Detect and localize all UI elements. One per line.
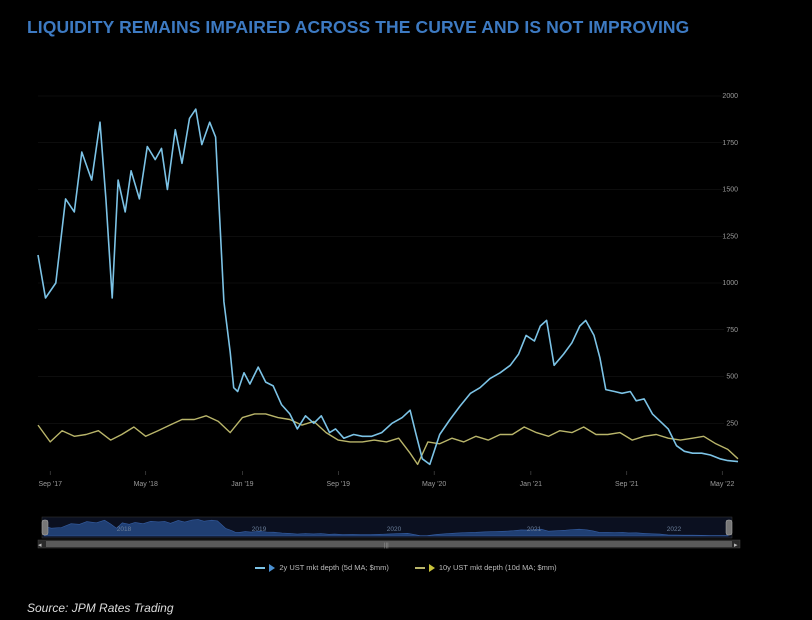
x-tick-label: Sep '17: [38, 481, 62, 488]
x-tick-label: Jan '21: [520, 481, 542, 488]
navigator-label: 2018: [117, 526, 132, 533]
x-tick-label: Jan '19: [231, 481, 253, 488]
navigator-handle-right[interactable]: [725, 519, 733, 536]
line-chart[interactable]: 250 500 750 1000 1250 1500 1750 2000 Sep '17 May…: [34, 88, 750, 556]
y-tick-label: 2000: [722, 93, 738, 100]
legend-item-10y[interactable]: 10y UST mkt depth (10d MA; $mm): [414, 563, 557, 572]
navigator-series: [43, 519, 729, 537]
x-tick-label: Sep '21: [615, 481, 639, 488]
legend: 2y UST mkt depth (5d MA; $mm) 10y UST mk…: [0, 563, 812, 572]
y-axis: 250 500 750 1000 1250 1500 1750 2000: [722, 93, 738, 427]
x-tick-label: May '20: [422, 481, 446, 488]
scrollbar-thumb[interactable]: [46, 541, 732, 547]
gridlines: [38, 95, 724, 424]
range-navigator[interactable]: 2018 2019 2020 2021 2022 ◂ ▸ |||: [37, 516, 741, 549]
x-tick-label: May '22: [710, 481, 734, 488]
y-tick-label: 1500: [722, 187, 738, 194]
y-tick-label: 1750: [722, 140, 738, 147]
chart-panel: 250 500 750 1000 1250 1500 1750 2000 Sep '17 May…: [34, 88, 750, 556]
series-10y-line[interactable]: [37, 413, 739, 466]
navigator-label: 2021: [527, 526, 542, 533]
y-tick-label: 1250: [722, 233, 738, 240]
legend-label-10y: 10y UST mkt depth (10d MA; $mm): [438, 563, 557, 572]
y-tick-label: 500: [726, 374, 738, 381]
navigator-labels: 2018 2019 2020 2021 2022: [117, 526, 682, 533]
navigator-label: 2019: [252, 526, 267, 533]
scrollbar-grip-icon: |||: [384, 543, 389, 549]
navigator-label: 2020: [387, 526, 402, 533]
legend-arrow-icon: [269, 563, 276, 572]
x-axis: Sep '17 May '18 Jan '19 Sep '19 May '20 Jan '…: [38, 471, 734, 488]
legend-line-10y-icon: [414, 566, 425, 569]
x-tick-label: Sep '19: [327, 481, 351, 488]
y-tick-label: 1000: [722, 280, 738, 287]
legend-arrow-icon: [428, 563, 435, 572]
y-tick-label: 750: [726, 327, 738, 334]
legend-item-2y[interactable]: 2y UST mkt depth (5d MA; $mm): [255, 563, 389, 572]
series-layer: [37, 108, 739, 466]
scrollbar-right-arrow[interactable]: ▸: [734, 542, 738, 549]
chart-title: LIQUIDITY REMAINS IMPAIRED ACROSS THE CU…: [27, 17, 690, 37]
source-note: Source: JPM Rates Trading: [27, 601, 174, 615]
legend-label-2y: 2y UST mkt depth (5d MA; $mm): [279, 563, 389, 572]
x-tick-label: May '18: [134, 481, 158, 488]
navigator-label: 2022: [667, 526, 682, 533]
y-tick-label: 250: [726, 420, 738, 427]
scrollbar-left-arrow[interactable]: ◂: [38, 542, 42, 549]
legend-line-2y-icon: [255, 566, 266, 569]
series-2y-line[interactable]: [37, 108, 739, 466]
navigator-handle-left[interactable]: [41, 519, 49, 536]
